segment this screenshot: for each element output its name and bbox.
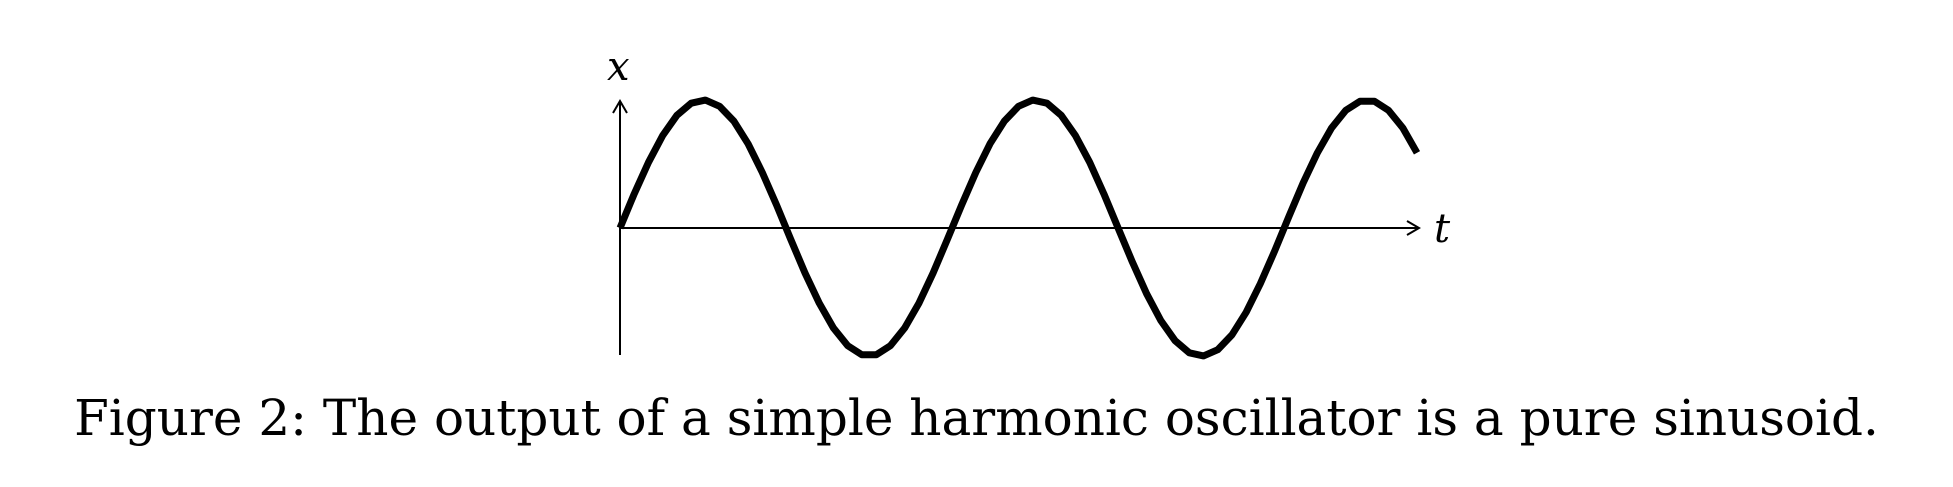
x-axis-label: t [1434,206,1451,252]
y-axis-label: x [607,44,630,90]
sinusoid-series-line [616,96,1421,360]
figure-caption: Figure 2: The output of a simple harmoni… [74,389,1879,447]
